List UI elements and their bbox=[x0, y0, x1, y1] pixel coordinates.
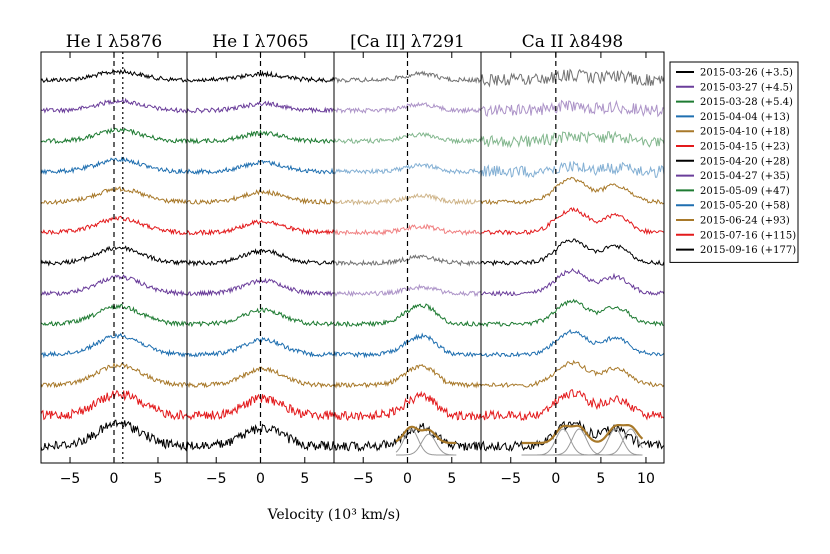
panel-title: He I λ7065 bbox=[212, 32, 308, 52]
legend-entry: 2015-04-10 (+18) bbox=[700, 127, 790, 138]
x-tick-label: −5 bbox=[500, 471, 521, 487]
panel-frame bbox=[186, 51, 335, 464]
panel-3: [Ca II] λ7291 −5 0 5 bbox=[333, 32, 482, 487]
legend-frame bbox=[669, 61, 799, 263]
fit-component bbox=[396, 433, 457, 456]
panels-group: He I λ5876−5 0 5He I λ7065−5 0 5[Ca II] λ729… bbox=[40, 32, 665, 487]
legend-entry: 2015-03-28 (+5.4) bbox=[700, 97, 793, 108]
spectrum-line bbox=[480, 298, 664, 328]
legend-entry: 2015-04-04 (+13) bbox=[700, 112, 790, 123]
legend-entry: 2015-03-26 (+3.5) bbox=[700, 68, 793, 79]
spectrum-line bbox=[186, 100, 335, 114]
spectrum-line bbox=[481, 99, 665, 118]
spectrum-line bbox=[480, 359, 665, 389]
spectrum-line bbox=[186, 423, 335, 452]
panel-4: Ca II λ8498 −5 0 5 10 bbox=[480, 32, 665, 487]
spectrum-line bbox=[480, 160, 665, 179]
x-tick-label: 5 bbox=[154, 471, 163, 487]
fit-total bbox=[395, 425, 457, 445]
legend: 2015-03-26 (+3.5) 2015-03-27 (+4.5) 2015-0… bbox=[669, 61, 799, 263]
panel-frame bbox=[40, 51, 188, 464]
legend-entry: 2015-09-16 (+177) bbox=[700, 245, 796, 256]
spectrum-line bbox=[480, 176, 665, 206]
legend-entry: 2015-04-15 (+23) bbox=[700, 142, 790, 153]
spectrum-line bbox=[40, 97, 188, 114]
spectrum-line bbox=[40, 245, 188, 267]
x-axis-label: Velocity (10³ km/s) bbox=[267, 507, 401, 523]
legend-entry: 2015-07-16 (+115) bbox=[700, 230, 796, 241]
panel-frame bbox=[480, 51, 665, 464]
legend-entry: 2015-04-20 (+28) bbox=[700, 156, 790, 167]
spectrum-line bbox=[480, 206, 665, 236]
legend-entry: 2015-05-09 (+47) bbox=[700, 186, 790, 197]
x-tick-label: 0 bbox=[256, 471, 265, 487]
x-tick-label: 5 bbox=[300, 471, 309, 487]
spectrum-line bbox=[333, 303, 482, 328]
x-tick-label: 5 bbox=[447, 471, 456, 487]
spectrum-line bbox=[333, 390, 482, 422]
spectrum-line bbox=[333, 162, 482, 175]
spectrum-line bbox=[480, 68, 665, 88]
legend-entry: 2015-06-24 (+93) bbox=[700, 216, 790, 227]
panel-title: [Ca II] λ7291 bbox=[350, 32, 465, 52]
x-tick-label: −5 bbox=[206, 471, 227, 487]
spectrum-line bbox=[186, 129, 335, 145]
x-tick-label: 10 bbox=[637, 471, 655, 487]
spectrum-line bbox=[40, 127, 188, 144]
spectrum-line bbox=[480, 267, 665, 297]
x-tick-label: 0 bbox=[551, 471, 560, 487]
spectrum-line bbox=[40, 389, 188, 421]
fit-component bbox=[521, 428, 643, 456]
panel-1: He I λ5876 −5 0 5 bbox=[40, 32, 188, 487]
panel-title: Ca II λ8498 bbox=[522, 32, 623, 52]
spectrum-line bbox=[480, 130, 665, 149]
x-tick-label: −5 bbox=[353, 471, 374, 487]
legend-entry: 2015-03-27 (+4.5) bbox=[700, 82, 793, 93]
fit-total bbox=[521, 424, 644, 445]
spectrum-line bbox=[480, 328, 665, 358]
spectrum-line bbox=[186, 307, 335, 328]
legend-entry: 2015-04-27 (+35) bbox=[700, 171, 790, 182]
spectrum-line bbox=[333, 70, 482, 84]
spectrum-line bbox=[40, 361, 188, 389]
spectrum-line bbox=[40, 332, 188, 359]
spectrum-line bbox=[333, 223, 482, 237]
legend-entry: 2015-05-20 (+58) bbox=[700, 201, 790, 212]
panel-2: He I λ7065 −5 0 5 bbox=[186, 32, 335, 487]
panel-title: He I λ5876 bbox=[66, 32, 162, 52]
fit-component bbox=[395, 428, 457, 456]
spectrum-line bbox=[480, 419, 665, 452]
spectrum-line bbox=[186, 219, 335, 237]
spectrum-line bbox=[186, 248, 335, 268]
spectrum-line bbox=[333, 101, 482, 115]
spectrum-line bbox=[333, 422, 482, 452]
x-tick-label: 0 bbox=[403, 471, 412, 487]
spectrum-line bbox=[480, 389, 665, 421]
x-tick-label: 0 bbox=[110, 471, 119, 487]
x-tick-label: −5 bbox=[60, 471, 81, 487]
spectrum-line bbox=[333, 254, 482, 267]
x-tick-label: 5 bbox=[596, 471, 605, 487]
spectrum-line bbox=[186, 336, 335, 358]
spectrum-line bbox=[480, 238, 665, 267]
